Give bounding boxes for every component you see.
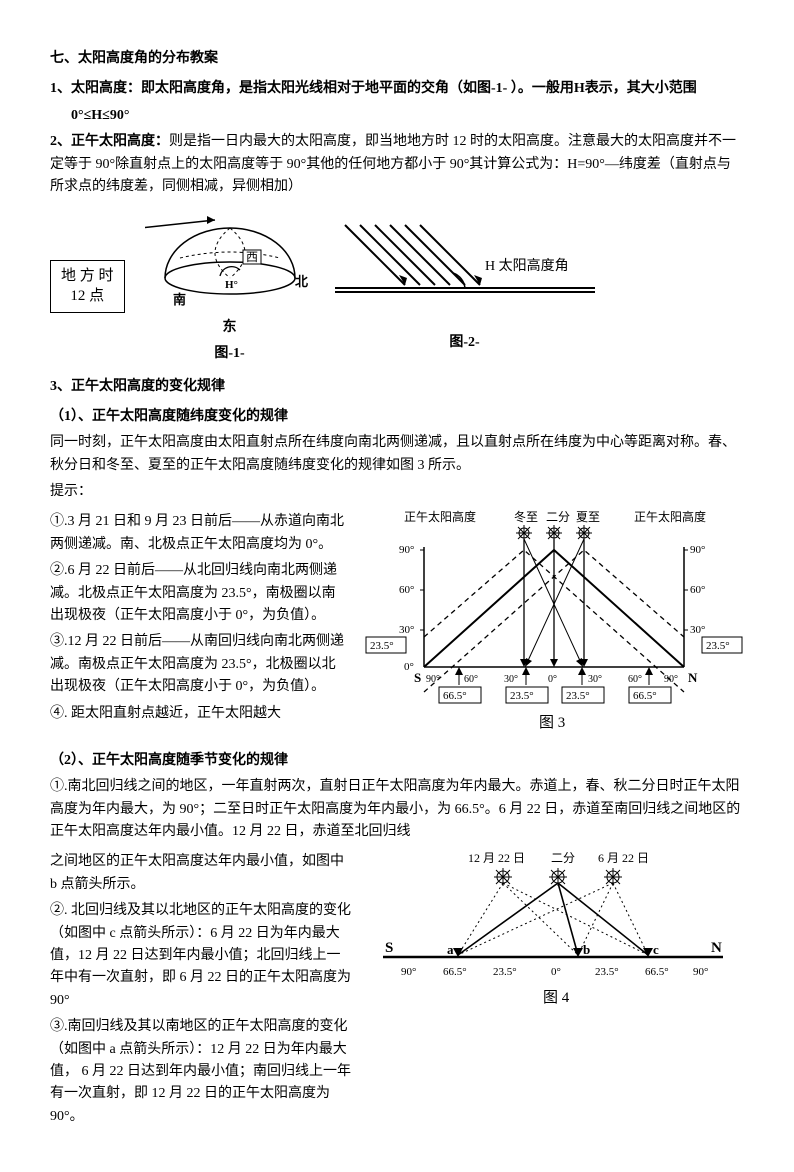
s1-range: 0°≤H≤90° xyxy=(50,105,744,127)
fig2-label: 图-2- xyxy=(335,332,595,354)
svg-text:90°: 90° xyxy=(426,674,440,685)
svg-text:90°: 90° xyxy=(693,966,708,978)
s3-sub1-p1: 同一时刻，正午太阳高度由太阳直射点所在纬度向南北两侧递减，且以直射点所在纬度为中… xyxy=(50,432,744,477)
s2: 2、正午太阳高度：则是指一日内最大的太阳高度，即当地地方时 12 时的太阳高度。… xyxy=(50,131,744,198)
svg-text:二分: 二分 xyxy=(551,851,575,865)
svg-text:N: N xyxy=(711,940,722,956)
svg-text:66.5°: 66.5° xyxy=(645,966,669,978)
svg-text:30°: 30° xyxy=(504,674,518,685)
s3-pd: ④. 距太阳直射点越近，正午太阳越大 xyxy=(50,703,344,725)
svg-text:N: N xyxy=(688,670,698,685)
svg-text:夏至: 夏至 xyxy=(576,510,600,524)
svg-text:23.5°: 23.5° xyxy=(566,690,590,702)
svg-text:图 3: 图 3 xyxy=(539,714,565,731)
s3-left-text: ①.3 月 21 日和 9 月 23 日前后——从赤道向南北两侧递减。南、北极点… xyxy=(50,507,344,729)
svg-text:30°: 30° xyxy=(399,624,414,636)
figure-4: 12 月 22 日 二分 6 月 22 日 S N xyxy=(373,847,744,1025)
tips-label: 提示： xyxy=(50,481,744,503)
fig1-dong: 东 xyxy=(145,317,315,339)
svg-text:H°: H° xyxy=(225,279,238,291)
svg-text:0°: 0° xyxy=(404,661,414,673)
svg-text:6 月 22 日: 6 月 22 日 xyxy=(598,851,649,865)
s3-sub1-head: （1）、正午太阳高度随纬度变化的规律 xyxy=(50,406,744,428)
svg-text:60°: 60° xyxy=(464,674,478,685)
svg-text:a: a xyxy=(447,942,454,957)
svg-text:90°: 90° xyxy=(690,544,705,556)
s3-pc: ③.12 月 22 日前后——从南回归线向南北两侧递减。南极点正午太阳高度为 2… xyxy=(50,631,344,698)
figure-1: H° 西 南 北 东 图-1- xyxy=(145,208,315,365)
svg-text:图 4: 图 4 xyxy=(543,989,570,1006)
svg-text:66.5°: 66.5° xyxy=(443,966,467,978)
svg-text:23.5°: 23.5° xyxy=(706,640,730,652)
s3-pb: ②.6 月 22 日前后——从北回归线向南北两侧递减。北极点正午太阳高度为 23… xyxy=(50,560,344,627)
s3-pa: ①.3 月 21 日和 9 月 23 日前后——从赤道向南北两侧递减。南、北极点… xyxy=(50,511,344,556)
s3-head: 3、正午太阳高度的变化规律 xyxy=(50,376,744,398)
svg-text:南: 南 xyxy=(173,292,186,307)
fig1-2-row: 地 方 时 12 点 H° 西 南 北 东 图-1- xyxy=(50,208,744,365)
svg-text:北: 北 xyxy=(295,274,308,289)
s3-two-col: ①.3 月 21 日和 9 月 23 日前后——从赤道向南北两侧递减。南、北极点… xyxy=(50,507,744,745)
svg-text:正午太阳高度: 正午太阳高度 xyxy=(634,509,706,524)
svg-text:66.5°: 66.5° xyxy=(633,690,657,702)
svg-text:c: c xyxy=(653,942,659,957)
s4-left: 之间地区的正午太阳高度达年内最小值，如图中 b 点箭头所示。 ②. 北回归线及其… xyxy=(50,847,353,1132)
svg-text:0°: 0° xyxy=(551,966,561,978)
fig1-label: 图-1- xyxy=(145,343,315,365)
svg-text:H 太阳高度角: H 太阳高度角 xyxy=(485,257,569,274)
svg-text:90°: 90° xyxy=(399,544,414,556)
svg-text:23.5°: 23.5° xyxy=(595,966,619,978)
s4-two-col: 之间地区的正午太阳高度达年内最小值，如图中 b 点箭头所示。 ②. 北回归线及其… xyxy=(50,847,744,1132)
s4-p1b: 之间地区的正午太阳高度达年内最小值，如图中 b 点箭头所示。 xyxy=(50,851,353,896)
figure-2: H 太阳高度角 图-2- xyxy=(335,220,595,355)
svg-text:b: b xyxy=(583,942,590,957)
svg-text:西: 西 xyxy=(246,250,258,264)
s4-p2: ②. 北回归线及其以北地区的正午太阳高度的变化（如图中 c 点箭头所示）：6 月… xyxy=(50,900,353,1012)
svg-text:90°: 90° xyxy=(401,966,416,978)
page-title: 七、太阳高度角的分布教案 xyxy=(50,48,744,70)
svg-text:二分: 二分 xyxy=(546,510,570,524)
s1-head: 1、太阳高度：即太阳高度角，是指太阳光线相对于地平面的交角（如图-1- ）。一般… xyxy=(50,78,744,100)
clock-box: 地 方 时 12 点 xyxy=(50,260,125,313)
svg-text:66.5°: 66.5° xyxy=(443,690,467,702)
s2-head: 2、正午太阳高度： xyxy=(50,134,169,149)
s4-sub2-head: （2）、正午太阳高度随季节变化的规律 xyxy=(50,750,744,772)
svg-text:23.5°: 23.5° xyxy=(493,966,517,978)
figure-3: 正午太阳高度 冬至 二分 夏至 正午太阳高度 90° 60° 30° 0° 90… xyxy=(364,507,744,745)
svg-text:30°: 30° xyxy=(588,674,602,685)
svg-text:23.5°: 23.5° xyxy=(370,640,394,652)
svg-text:60°: 60° xyxy=(628,674,642,685)
svg-text:90°: 90° xyxy=(664,674,678,685)
svg-text:冬至: 冬至 xyxy=(514,509,538,524)
svg-text:S: S xyxy=(385,940,393,956)
svg-text:60°: 60° xyxy=(399,584,414,596)
svg-text:12 月 22 日: 12 月 22 日 xyxy=(468,851,525,865)
svg-text:正午太阳高度: 正午太阳高度 xyxy=(404,509,476,524)
svg-text:30°: 30° xyxy=(690,624,705,636)
svg-text:23.5°: 23.5° xyxy=(510,690,534,702)
s4-p1: ①.南北回归线之间的地区，一年直射两次，直射日正午太阳高度为年内最大。赤道上，春… xyxy=(50,776,744,843)
svg-text:60°: 60° xyxy=(690,584,705,596)
svg-text:S: S xyxy=(414,670,421,685)
svg-text:0°: 0° xyxy=(548,674,557,685)
s4-p3-part: ③.南回归线及其以南地区的正午太阳高度的变化（如图中 a 点箭头所示）：12 月… xyxy=(50,1016,353,1128)
